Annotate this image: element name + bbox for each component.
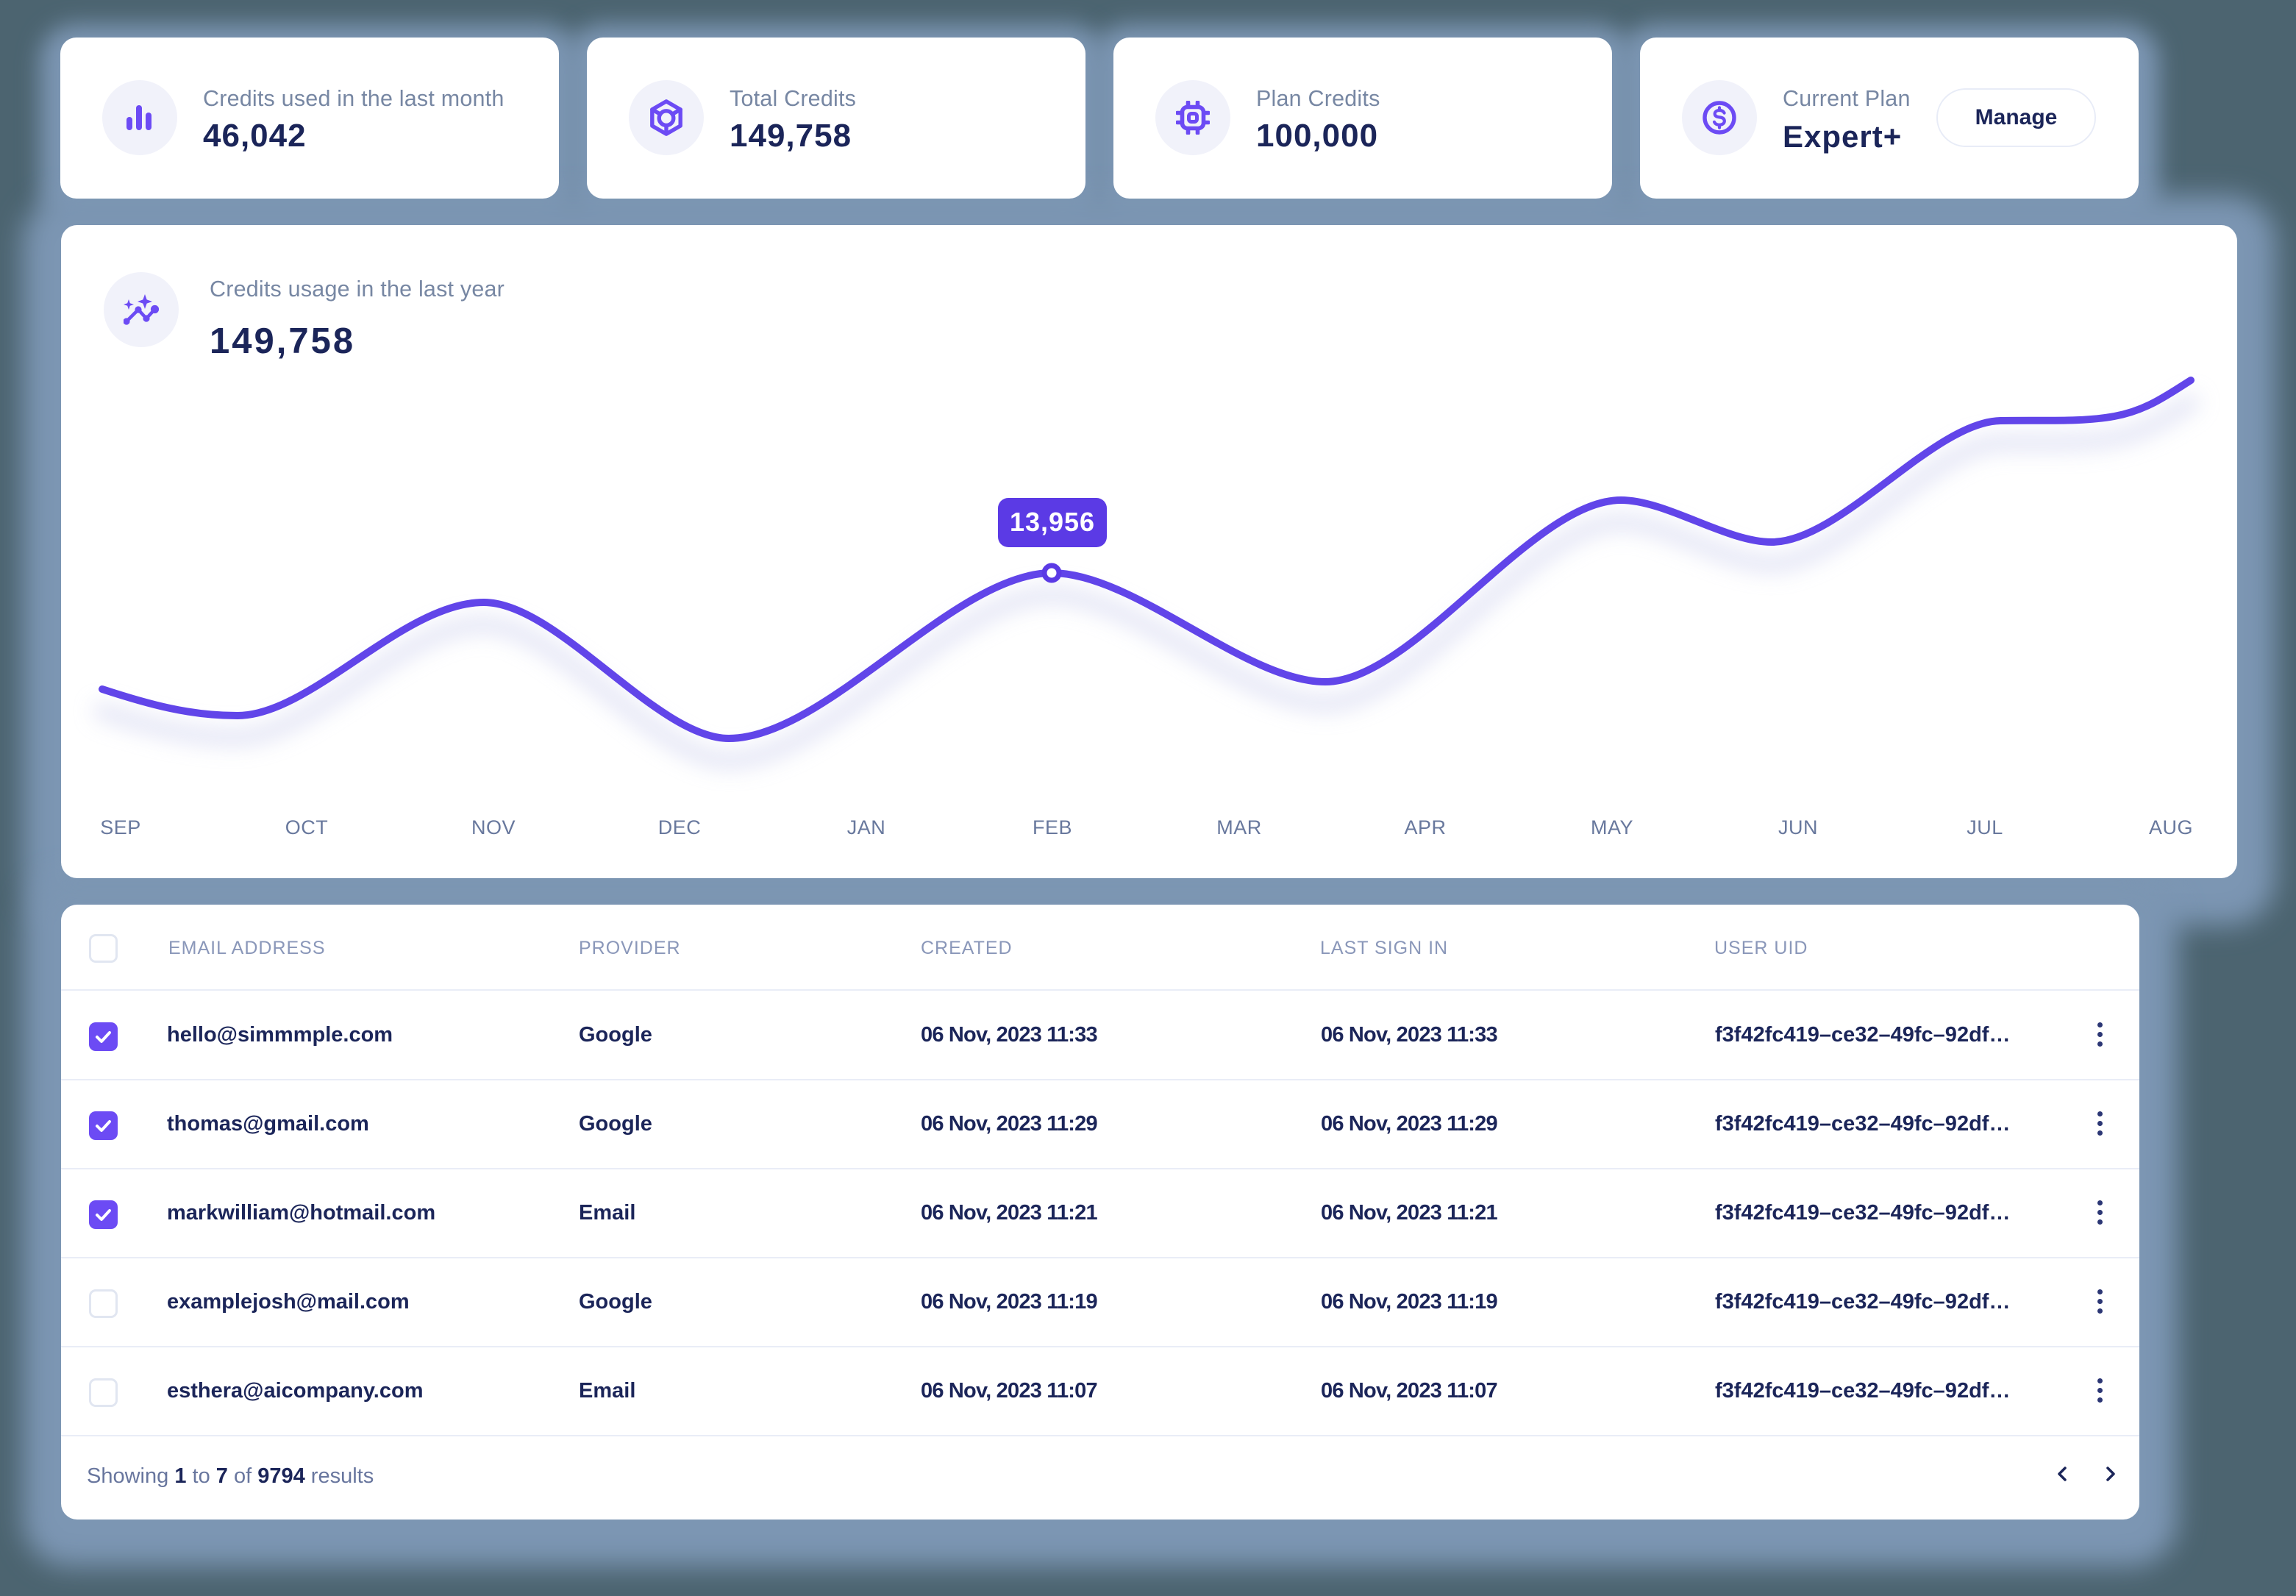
- svg-text:13,956: 13,956: [1010, 507, 1095, 537]
